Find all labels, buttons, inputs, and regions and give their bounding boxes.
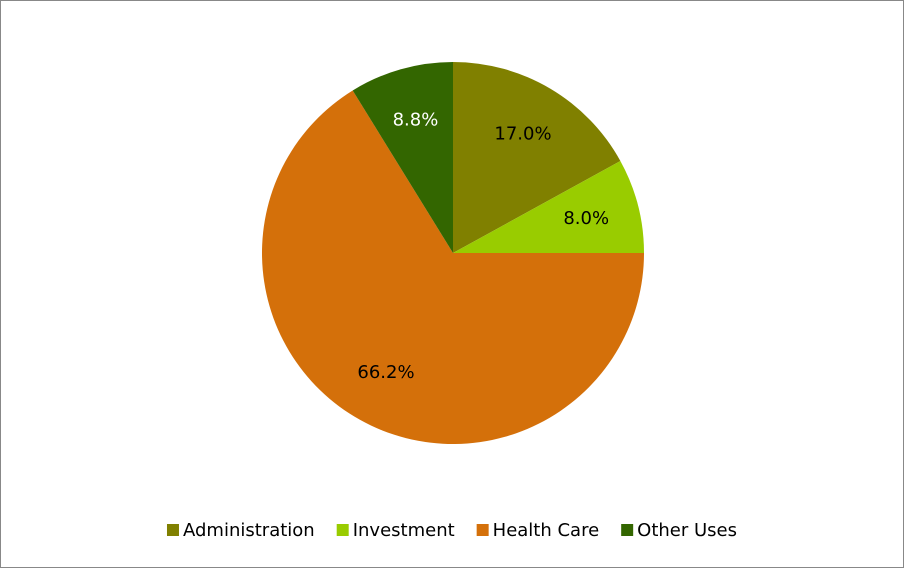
data-label: 66.2% [357,362,414,383]
pie-slice [453,160,644,253]
data-label: 8.0% [563,208,609,229]
pie-slice [352,62,453,253]
legend-label: Health Care [493,520,600,541]
data-label: 8.8% [393,110,439,131]
legend-swatch [621,524,634,536]
pie-slice [453,62,621,253]
legend-swatch [336,524,349,536]
pie-slice [261,90,644,444]
legend-swatch [476,524,489,536]
legend-label: Investment [353,520,455,541]
legend-label: Administration [183,520,315,541]
legend-swatch [166,524,179,536]
legend-label: Other Uses [637,520,737,541]
data-label: 17.0% [494,124,551,145]
